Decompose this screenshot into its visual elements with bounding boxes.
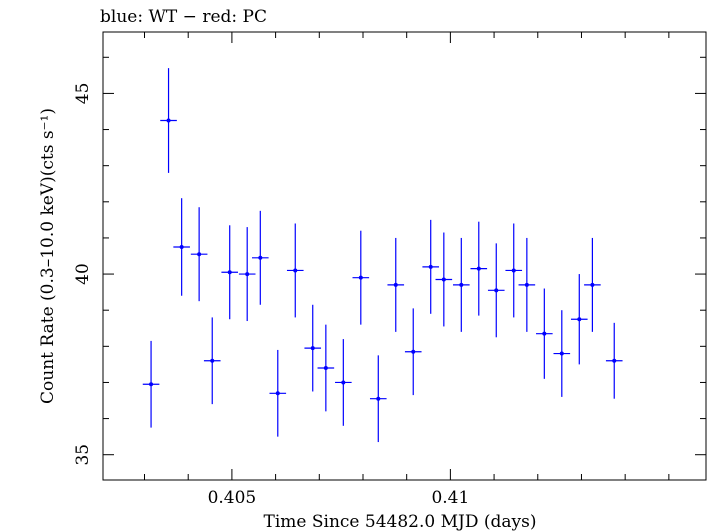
point-marker	[197, 252, 202, 257]
data-point	[553, 310, 571, 397]
point-marker	[376, 396, 381, 401]
point-marker	[227, 270, 232, 275]
data-point	[369, 355, 387, 443]
data-point	[605, 322, 623, 399]
point-marker	[459, 282, 464, 287]
point-marker	[476, 266, 481, 271]
x-axis-label: Time Since 54482.0 MJD (days)	[264, 512, 537, 532]
axis-ticks	[103, 32, 706, 480]
chart-title: blue: WT − red: PC	[100, 7, 267, 27]
data-point	[335, 339, 352, 426]
data-point	[352, 230, 370, 325]
point-marker	[511, 268, 516, 273]
point-marker	[166, 118, 171, 123]
x-tick-label: 0.41	[431, 488, 469, 508]
point-marker	[612, 358, 617, 363]
point-marker	[341, 380, 346, 385]
data-point	[317, 324, 335, 412]
point-marker	[577, 317, 582, 322]
data-point	[536, 288, 553, 379]
point-marker	[524, 282, 529, 287]
plot-frame	[102, 31, 707, 481]
point-marker	[149, 382, 154, 387]
point-marker	[494, 288, 499, 293]
data-point	[584, 237, 601, 332]
y-tick-label: 45	[73, 83, 93, 105]
data-point	[142, 340, 160, 428]
point-marker	[323, 366, 328, 370]
data-point	[173, 198, 190, 296]
data-point	[404, 308, 422, 396]
point-marker	[590, 282, 595, 287]
data-point	[422, 219, 440, 314]
point-marker	[428, 264, 433, 269]
point-marker	[245, 272, 250, 277]
data-points	[142, 68, 623, 443]
data-point	[221, 225, 239, 320]
data-point	[190, 207, 208, 302]
data-point	[304, 304, 322, 392]
data-point	[269, 349, 287, 437]
data-point	[453, 237, 470, 332]
point-marker	[411, 349, 416, 354]
point-marker	[559, 351, 564, 356]
point-marker	[358, 275, 363, 280]
data-point	[238, 227, 256, 322]
point-marker	[542, 331, 547, 336]
point-marker	[310, 346, 315, 351]
data-point	[487, 243, 505, 338]
data-point	[203, 317, 221, 405]
point-marker	[210, 358, 215, 363]
data-point	[470, 221, 488, 316]
x-tick-label: 0.405	[208, 488, 257, 508]
data-point	[160, 68, 177, 173]
y-axis-label: Count Rate (0.3–10.0 keV)(cts s⁻¹)	[38, 108, 58, 404]
data-point	[252, 210, 269, 305]
data-point	[435, 232, 453, 327]
point-marker	[179, 244, 184, 249]
data-point	[387, 237, 405, 332]
y-tick-label: 35	[73, 444, 93, 466]
y-tick-label: 40	[73, 263, 93, 285]
point-marker	[258, 255, 263, 260]
tick-labels: 0.405 0.41 35 40 45	[73, 83, 469, 508]
point-marker	[293, 268, 298, 273]
data-point	[505, 223, 523, 318]
point-marker	[441, 277, 446, 282]
data-point	[570, 274, 588, 365]
data-point	[286, 223, 304, 318]
point-marker	[393, 282, 398, 287]
point-marker	[275, 391, 280, 396]
data-point	[518, 237, 536, 332]
